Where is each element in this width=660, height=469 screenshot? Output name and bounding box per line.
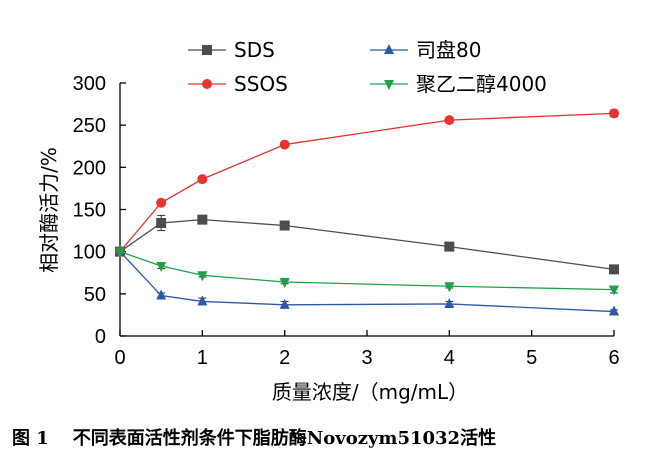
series-1-point <box>279 139 290 150</box>
series-0-point <box>279 220 290 231</box>
series-0-point <box>156 217 167 228</box>
x-tick-label: 2 <box>279 347 290 369</box>
series-3-line <box>119 251 615 291</box>
y-tick-label: 100 <box>73 242 106 264</box>
series-1-point <box>609 108 619 119</box>
x-tick-label: 0 <box>114 347 125 369</box>
x-tick-label: 4 <box>444 347 455 369</box>
x-tick-label: 3 <box>361 347 372 369</box>
x-tick-label: 6 <box>608 347 619 369</box>
y-tick-label: 250 <box>73 115 106 137</box>
figure-caption: 图 1 不同表面活性剂条件下脂肪酶Novozym51032活性 <box>12 424 652 450</box>
series-1-point <box>444 115 455 126</box>
series-3-point <box>156 262 167 273</box>
x-tick-label: 1 <box>197 347 208 369</box>
series-3-point <box>197 271 208 282</box>
series-0-line <box>119 218 615 271</box>
series-1-line <box>119 112 615 253</box>
series-2-point <box>609 305 619 316</box>
series-0-point <box>444 241 455 252</box>
legend-label: SDS <box>234 38 275 62</box>
plot-area: 0 50 100 150 200 250 300 0 1 2 3 4 5 6 质量浓度/（mg/mL） 相对酶… <box>37 38 620 404</box>
legend-label: SSOS <box>234 72 288 96</box>
x-axis-title: 质量浓度/（mg/mL） <box>272 380 468 404</box>
y-axis-title: 相对酶活力/% <box>37 147 61 273</box>
series-2-point <box>156 289 167 300</box>
series-1-point <box>197 174 208 185</box>
series-1-point <box>156 197 167 208</box>
series-3-point <box>279 278 290 289</box>
series-0-point <box>197 214 208 225</box>
series-0-point <box>609 264 619 275</box>
x-tick-label: 5 <box>526 347 537 369</box>
figure-caption-text: 不同表面活性剂条件下脂肪酶Novozym51032活性 <box>72 428 497 449</box>
y-tick-label: 300 <box>73 73 106 95</box>
legend-marker <box>384 80 394 90</box>
legend-marker <box>202 45 212 55</box>
line-chart: 0 50 100 150 200 250 300 0 1 2 3 4 5 6 质量浓度/（mg/mL） 相对酶… <box>37 38 620 404</box>
series-2-point <box>444 297 455 308</box>
series-3-point <box>444 282 455 293</box>
y-tick-label: 200 <box>73 157 106 179</box>
legend-label: 司盘80 <box>416 38 481 62</box>
legend-label: 聚乙二醇4000 <box>416 72 547 96</box>
series-3-point <box>609 285 619 296</box>
y-tick-label: 50 <box>84 284 106 306</box>
series-3-point <box>115 247 125 258</box>
series-2-point <box>197 295 208 306</box>
legend-marker <box>384 44 394 54</box>
y-tick-label: 0 <box>95 326 106 348</box>
figure-number: 图 1 <box>12 428 49 449</box>
y-tick-label: 150 <box>73 200 106 222</box>
series-2-line <box>119 251 615 313</box>
series-2-point <box>279 298 290 309</box>
legend-marker <box>202 79 212 89</box>
